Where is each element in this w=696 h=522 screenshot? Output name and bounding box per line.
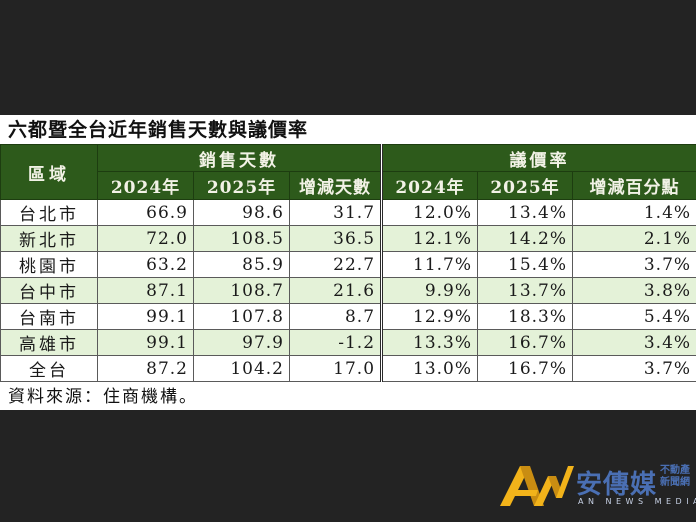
rate-2025-cell: 14.2% <box>477 225 574 252</box>
region-cell: 新北市 <box>0 225 98 252</box>
rate-change-cell: 3.4% <box>572 329 696 356</box>
days-2025-cell: 108.5 <box>193 225 290 252</box>
days-2025-cell: 98.6 <box>193 199 290 226</box>
table-row-new-taipei: 新北市 72.0 108.5 36.5 12.1% 14.2% 2.1% <box>0 225 696 252</box>
days-2025-cell: 85.9 <box>193 251 290 278</box>
days-2024-cell: 99.1 <box>97 303 194 330</box>
rate-change-cell: 3.8% <box>572 277 696 304</box>
sales-days-group-header: 銷售天數 <box>96 144 383 172</box>
days-2024-cell: 63.2 <box>97 251 194 278</box>
logo-name-cn: 安傳媒 <box>576 470 658 500</box>
days-2024-cell: 99.1 <box>97 329 194 356</box>
days-change-header: 增減天數 <box>288 171 383 200</box>
region-cell: 台中市 <box>0 277 98 304</box>
region-cell: 台南市 <box>0 303 98 330</box>
rate-2025-cell: 13.4% <box>477 199 574 226</box>
days-change-cell: -1.2 <box>288 329 383 356</box>
region-cell: 高雄市 <box>0 329 98 356</box>
days-change-cell: 31.7 <box>288 199 383 226</box>
region-cell: 台北市 <box>0 199 98 226</box>
rate-2024-cell: 9.9% <box>380 277 479 304</box>
days-2024-cell: 66.9 <box>97 199 194 226</box>
table-row-tainan: 台南市 99.1 107.8 8.7 12.9% 18.3% 5.4% <box>0 303 696 330</box>
an-logo-icon <box>500 466 574 506</box>
rate-2025-header: 2025年 <box>477 171 574 200</box>
logo-name-en: AN NEWS MEDIA <box>578 497 696 506</box>
days-2025-cell: 97.9 <box>193 329 290 356</box>
days-2024-cell: 87.1 <box>97 277 194 304</box>
days-change-cell: 17.0 <box>288 355 383 382</box>
source-note: 資料來源：住商機構。 <box>8 387 198 407</box>
days-change-cell: 8.7 <box>288 303 383 330</box>
days-change-cell: 21.6 <box>288 277 383 304</box>
rate-2025-cell: 15.4% <box>477 251 574 278</box>
rate-2024-cell: 12.9% <box>380 303 479 330</box>
days-change-cell: 36.5 <box>288 225 383 252</box>
sales-days-bargain-rate-table: 區域 銷售天數 議價率 2024年 2025年 增減天數 2024年 2025年… <box>0 144 696 382</box>
bargain-rate-group-header: 議價率 <box>380 144 696 172</box>
rate-change-cell: 2.1% <box>572 225 696 252</box>
rate-2024-cell: 12.0% <box>380 199 479 226</box>
rate-change-cell: 3.7% <box>572 355 696 382</box>
rate-change-cell: 3.7% <box>572 251 696 278</box>
an-news-media-logo: 安傳媒 不動產新聞網 AN NEWS MEDIA <box>498 462 696 512</box>
days-2025-header: 2025年 <box>193 171 290 200</box>
table-row-taoyuan: 桃園市 63.2 85.9 22.7 11.7% 15.4% 3.7% <box>0 251 696 278</box>
days-2024-cell: 72.0 <box>97 225 194 252</box>
days-2024-cell: 87.2 <box>97 355 194 382</box>
table-image: 六都暨全台近年銷售天數與議價率 區域 銷售天數 議價率 2024年 2025年 … <box>0 115 696 410</box>
table-title: 六都暨全台近年銷售天數與議價率 <box>8 119 309 141</box>
table-row-kaohsiung: 高雄市 99.1 97.9 -1.2 13.3% 16.7% 3.4% <box>0 329 696 356</box>
region-cell: 全台 <box>0 355 98 382</box>
rate-2024-header: 2024年 <box>380 171 479 200</box>
rate-change-header: 增減百分點 <box>572 171 696 200</box>
days-2024-header: 2024年 <box>97 171 194 200</box>
days-2025-cell: 108.7 <box>193 277 290 304</box>
region-header: 區域 <box>0 144 98 200</box>
logo-tag-cn: 不動產新聞網 <box>660 465 690 488</box>
rate-2025-cell: 18.3% <box>477 303 574 330</box>
rate-2025-cell: 13.7% <box>477 277 574 304</box>
rate-2024-cell: 12.1% <box>380 225 479 252</box>
rate-2025-cell: 16.7% <box>477 329 574 356</box>
region-cell: 桃園市 <box>0 251 98 278</box>
rate-2025-cell: 16.7% <box>477 355 574 382</box>
days-2025-cell: 107.8 <box>193 303 290 330</box>
table-row-taichung: 台中市 87.1 108.7 21.6 9.9% 13.7% 3.8% <box>0 277 696 304</box>
table-row-taipei: 台北市 66.9 98.6 31.7 12.0% 13.4% 1.4% <box>0 199 696 226</box>
rate-change-cell: 1.4% <box>572 199 696 226</box>
days-2025-cell: 104.2 <box>193 355 290 382</box>
rate-change-cell: 5.4% <box>572 303 696 330</box>
rate-2024-cell: 11.7% <box>380 251 479 278</box>
table-row-nationwide: 全台 87.2 104.2 17.0 13.0% 16.7% 3.7% <box>0 355 696 382</box>
rate-2024-cell: 13.0% <box>380 355 479 382</box>
days-change-cell: 22.7 <box>288 251 383 278</box>
rate-2024-cell: 13.3% <box>380 329 479 356</box>
